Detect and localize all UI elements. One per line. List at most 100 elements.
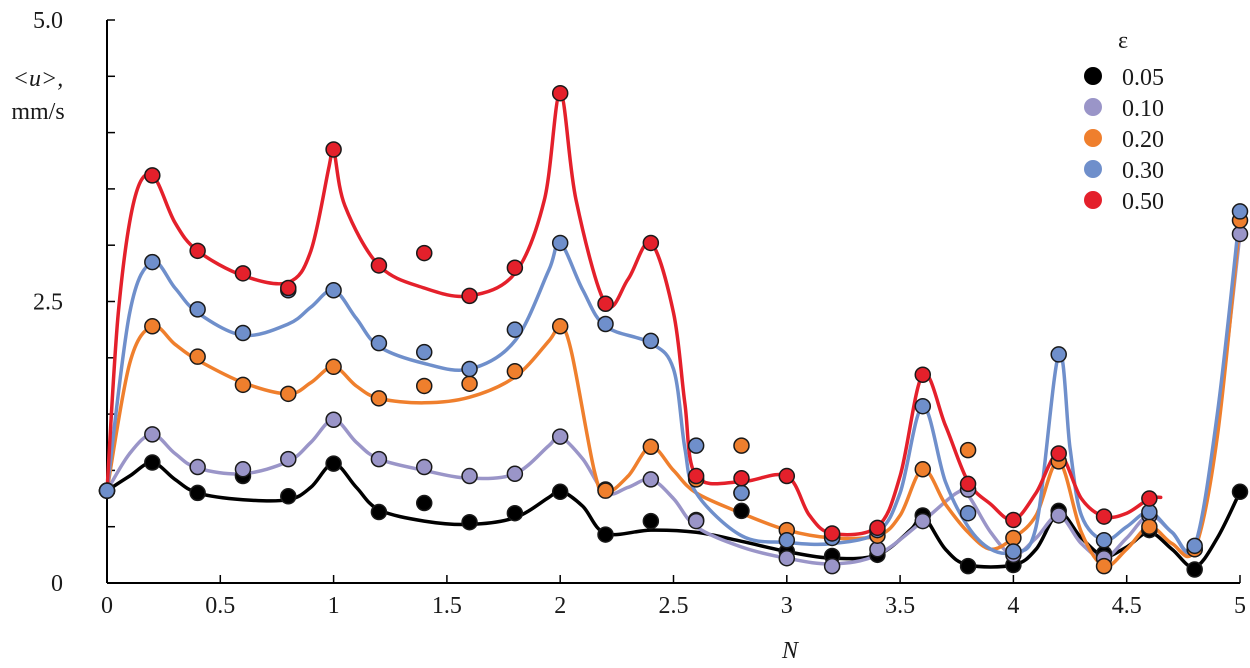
data-point-0.30 bbox=[778, 531, 796, 549]
y-tick-label: 0 bbox=[51, 571, 63, 597]
data-point-0.30 bbox=[1231, 203, 1249, 220]
data-point-0.50 bbox=[1141, 490, 1158, 507]
x-tick-label: 3 bbox=[781, 593, 793, 619]
data-point-0.50 bbox=[1095, 508, 1113, 525]
series-curve-0.20 bbox=[105, 218, 1242, 569]
data-point-0.50 bbox=[234, 265, 252, 282]
data-point-0.50 bbox=[687, 467, 705, 485]
x-tick-label: 3.5 bbox=[885, 593, 915, 619]
data-point-0.50 bbox=[325, 141, 342, 158]
data-point-0.05 bbox=[959, 557, 977, 575]
data-point-0.30 bbox=[98, 482, 116, 499]
legend-title: ε bbox=[1118, 28, 1128, 54]
data-point-0.20 bbox=[914, 461, 932, 478]
y-axis-label-line2: mm/s bbox=[11, 99, 64, 125]
y-tick-label: 2.5 bbox=[33, 290, 63, 316]
data-point-0.10 bbox=[551, 428, 569, 445]
x-tick-label: 0 bbox=[101, 593, 113, 619]
data-point-0.30 bbox=[914, 397, 932, 415]
data-point-0.10 bbox=[642, 471, 660, 488]
data-point-0.10 bbox=[687, 512, 705, 530]
data-point-0.50 bbox=[597, 295, 614, 313]
data-point-0.05 bbox=[189, 484, 206, 502]
data-point-0.05 bbox=[461, 513, 478, 531]
data-point-0.30 bbox=[1141, 503, 1158, 521]
ticks-layer: 0 0.5 1 1.5 2 2.5 3 3.5 4 4.5 5 0 2.5 5.0 bbox=[33, 8, 1246, 619]
data-point-0.30 bbox=[189, 301, 206, 318]
legend-marker-0.05 bbox=[1084, 67, 1102, 85]
legend-marker-0.20 bbox=[1084, 129, 1102, 147]
x-tick-label: 4.5 bbox=[1112, 593, 1142, 619]
data-point-0.10 bbox=[1231, 225, 1249, 243]
x-axis-label: N bbox=[781, 638, 800, 664]
data-point-0.30 bbox=[642, 332, 660, 350]
data-point-0.30 bbox=[415, 343, 433, 361]
data-point-0.30 bbox=[1095, 531, 1113, 549]
x-tick-label: 1.5 bbox=[432, 593, 462, 619]
series-curve-0.30 bbox=[105, 209, 1242, 556]
data-point-0.30 bbox=[959, 504, 977, 522]
data-point-0.50 bbox=[461, 287, 478, 305]
data-point-0.05 bbox=[280, 488, 297, 505]
data-point-0.20 bbox=[506, 363, 524, 380]
data-point-0.20 bbox=[189, 348, 206, 365]
data-point-0.50 bbox=[280, 279, 297, 297]
data-point-0.05 bbox=[325, 455, 342, 472]
data-point-0.30 bbox=[597, 315, 614, 333]
data-point-0.10 bbox=[461, 467, 478, 485]
series-curve-0.50 bbox=[105, 91, 1163, 537]
data-point-0.05 bbox=[144, 454, 161, 471]
data-point-0.20 bbox=[551, 318, 569, 335]
data-point-0.50 bbox=[778, 467, 796, 485]
data-point-0.30 bbox=[144, 253, 161, 271]
data-point-0.50 bbox=[959, 475, 977, 493]
data-point-0.30 bbox=[551, 234, 569, 252]
data-point-0.10 bbox=[280, 450, 297, 468]
data-point-0.20 bbox=[325, 358, 342, 376]
x-tick-label: 1 bbox=[328, 593, 340, 619]
data-point-0.30 bbox=[325, 281, 342, 299]
data-point-0.30 bbox=[234, 324, 252, 342]
data-point-0.20 bbox=[280, 385, 297, 403]
y-axis-label-line1: <u>, bbox=[13, 66, 63, 92]
x-tick-label: 2.5 bbox=[659, 593, 689, 619]
y-tick-label: 5.0 bbox=[33, 8, 63, 34]
legend-label-0.10: 0.10 bbox=[1122, 96, 1164, 122]
data-point-0.10 bbox=[778, 549, 796, 567]
data-point-0.30 bbox=[370, 334, 388, 352]
data-point-0.20 bbox=[415, 377, 433, 395]
legend-marker-0.10 bbox=[1084, 98, 1102, 116]
data-point-0.50 bbox=[914, 366, 932, 383]
data-point-0.05 bbox=[597, 526, 614, 543]
data-point-0.50 bbox=[869, 519, 886, 537]
data-point-0.50 bbox=[144, 167, 161, 184]
data-point-0.50 bbox=[415, 244, 433, 262]
data-point-0.30 bbox=[1186, 537, 1203, 555]
data-point-0.20 bbox=[144, 318, 161, 335]
data-point-0.20 bbox=[1095, 557, 1113, 575]
legend-label-0.05: 0.05 bbox=[1122, 65, 1164, 91]
data-point-0.20 bbox=[1141, 518, 1158, 535]
data-point-0.30 bbox=[1050, 346, 1067, 363]
series-curve-0.05 bbox=[105, 460, 1242, 569]
data-point-0.10 bbox=[189, 458, 206, 476]
data-point-0.30 bbox=[733, 484, 750, 502]
data-point-0.50 bbox=[1005, 511, 1022, 529]
data-point-0.10 bbox=[370, 450, 388, 468]
fit-curves-layer bbox=[105, 91, 1242, 569]
data-point-0.05 bbox=[1186, 561, 1203, 578]
data-point-0.10 bbox=[415, 458, 433, 476]
data-point-0.05 bbox=[370, 503, 388, 521]
data-point-0.05 bbox=[506, 504, 524, 522]
legend-label-0.50: 0.50 bbox=[1122, 189, 1164, 215]
data-point-0.20 bbox=[733, 437, 750, 454]
data-point-0.30 bbox=[461, 360, 478, 378]
data-point-0.10 bbox=[144, 426, 161, 443]
data-point-0.50 bbox=[506, 259, 524, 276]
data-point-0.20 bbox=[370, 390, 388, 407]
data-point-0.05 bbox=[733, 502, 750, 520]
x-tick-label: 5 bbox=[1234, 593, 1246, 619]
data-point-0.10 bbox=[1050, 507, 1067, 524]
legend-label-0.20: 0.20 bbox=[1122, 127, 1164, 153]
